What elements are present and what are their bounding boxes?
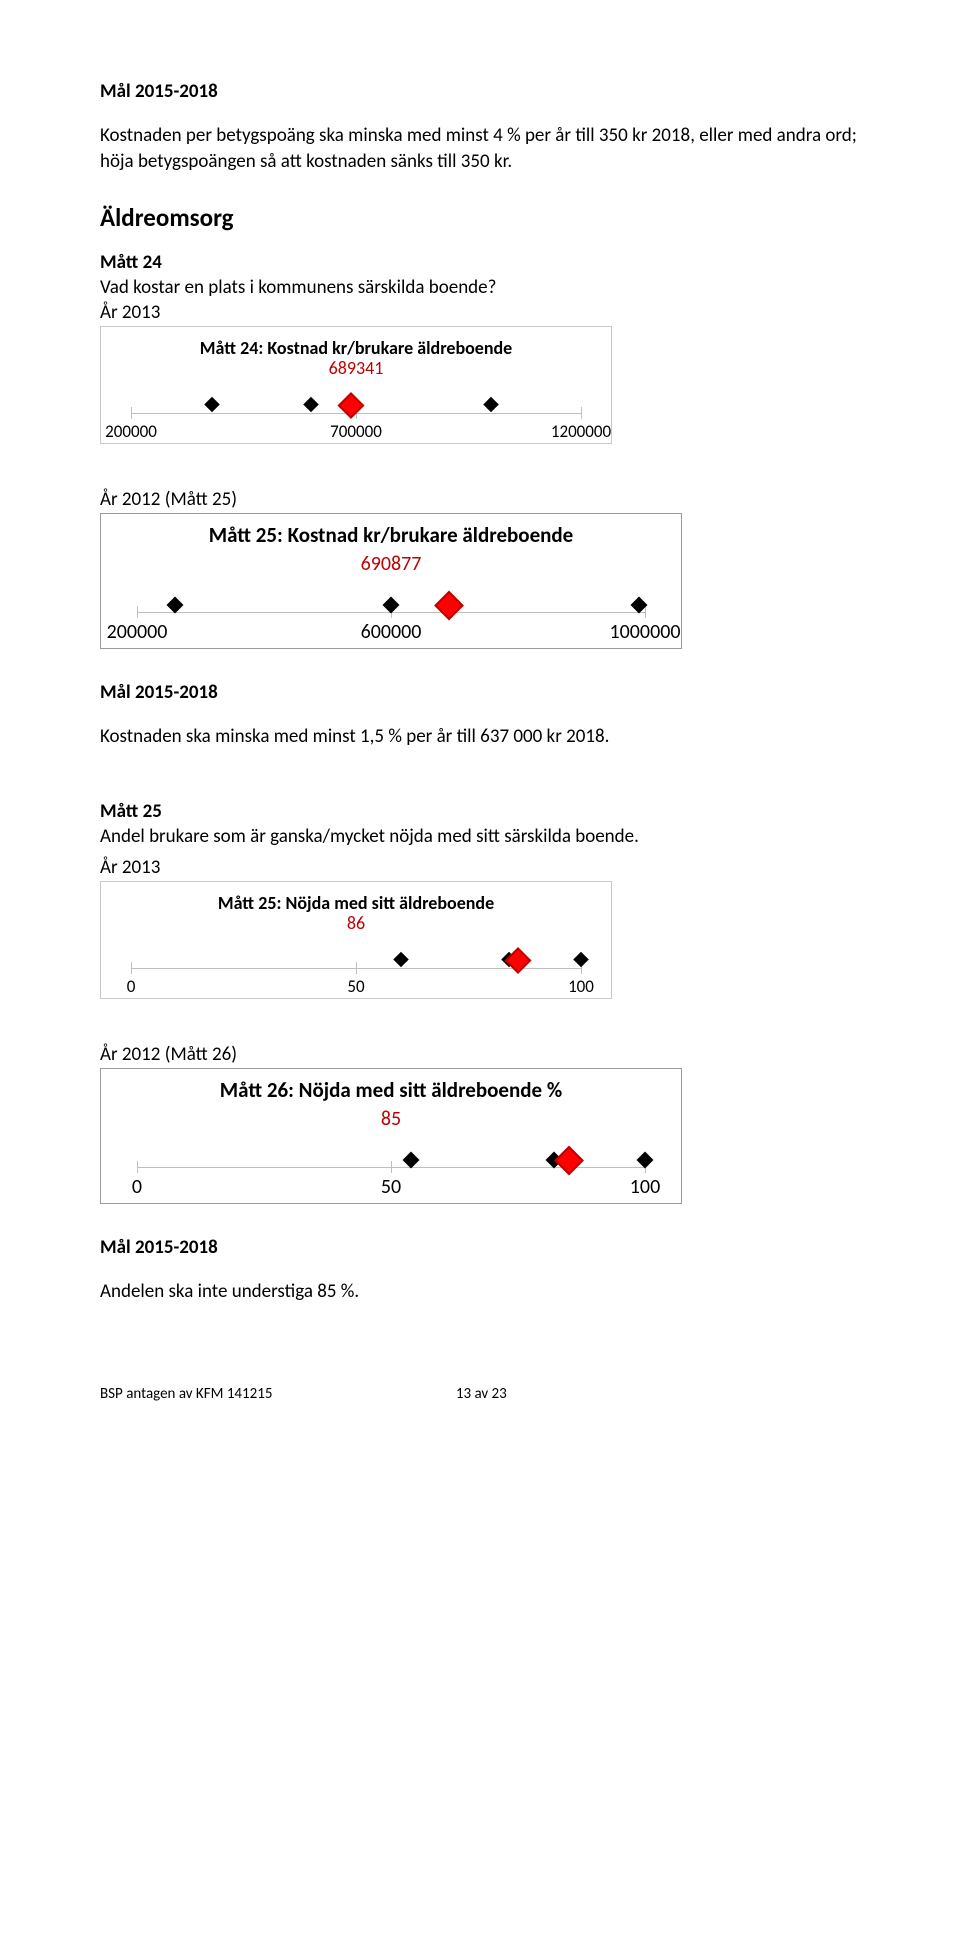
tick-label: 700000	[330, 421, 382, 442]
tick	[137, 1161, 138, 1173]
tick	[131, 407, 132, 419]
chart-title: Mått 26: Nöjda med sitt äldreboende %	[101, 1077, 681, 1103]
tick	[356, 962, 357, 974]
chart-callout: 690877	[101, 552, 681, 576]
tick-label: 50	[381, 1175, 401, 1199]
chart-plot: 050100	[131, 940, 581, 990]
diamond-marker-highlight	[554, 1146, 584, 1176]
measure26prev-heading: År 2012 (Mått 26)	[100, 1043, 860, 1066]
tick-label: 1000000	[610, 620, 681, 644]
measure24-year: År 2013	[100, 301, 860, 324]
measure25-year: År 2013	[100, 856, 860, 879]
chart-plot: 2000006000001000000	[137, 582, 645, 640]
diamond-marker-highlight	[338, 392, 365, 419]
measure24-question: Vad kostar en plats i kommunens särskild…	[100, 276, 860, 299]
chart-title: Mått 25: Nöjda med sitt äldreboende	[101, 892, 611, 914]
footer-left: BSP antagen av KFM 141215	[100, 1385, 272, 1403]
diamond-marker	[483, 397, 499, 413]
goal25-body: Andelen ska inte understiga 85 %.	[100, 1279, 860, 1305]
chart-measure24: Mått 24: Kostnad kr/brukare äldreboende6…	[100, 326, 612, 444]
diamond-marker	[167, 597, 184, 614]
tick-label: 100	[568, 976, 594, 997]
chart-title: Mått 24: Kostnad kr/brukare äldreboende	[101, 337, 611, 359]
diamond-marker	[393, 952, 409, 968]
diamond-marker	[403, 1151, 420, 1168]
goal24-body: Kostnaden ska minska med minst 1,5 % per…	[100, 724, 860, 750]
goal25-heading: Mål 2015-2018	[100, 1236, 860, 1259]
chart-callout: 85	[101, 1107, 681, 1131]
tick	[645, 606, 646, 618]
measure25-heading: Mått 25	[100, 800, 860, 823]
measure24-heading: Mått 24	[100, 251, 860, 274]
diamond-marker	[303, 397, 319, 413]
intro-body: Kostnaden per betygspoäng ska minska med…	[100, 123, 860, 174]
footer-right: 13 av 23	[456, 1385, 507, 1403]
tick	[581, 407, 582, 419]
chart-measure25: Mått 25: Nöjda med sitt äldreboende86050…	[100, 881, 612, 999]
goal-heading-1: Mål 2015-2018	[100, 80, 860, 103]
goal24-heading: Mål 2015-2018	[100, 681, 860, 704]
tick	[137, 606, 138, 618]
diamond-marker	[637, 1151, 654, 1168]
measure25prev-heading: År 2012 (Mått 25)	[100, 488, 860, 511]
tick-label: 200000	[105, 421, 157, 442]
tick-label: 1200000	[551, 421, 611, 442]
diamond-marker	[573, 952, 589, 968]
chart-plot: 2000007000001200000	[131, 385, 581, 435]
chart-plot: 050100	[137, 1137, 645, 1195]
chart-title: Mått 25: Kostnad kr/brukare äldreboende	[101, 522, 681, 548]
chart-callout: 689341	[101, 357, 611, 379]
page-footer: BSP antagen av KFM 141215 13 av 23	[100, 1385, 860, 1403]
tick	[391, 1161, 392, 1173]
tick	[131, 962, 132, 974]
chart-callout: 86	[101, 912, 611, 934]
diamond-marker	[204, 397, 220, 413]
tick-label: 0	[132, 1175, 142, 1199]
chart-measure26-prev: Mått 26: Nöjda med sitt äldreboende % 85 0…	[100, 1068, 682, 1204]
tick-label: 100	[630, 1175, 660, 1199]
tick-label: 200000	[107, 620, 168, 644]
diamond-marker-highlight	[434, 591, 464, 621]
measure25-question: Andel brukare som är ganska/mycket nöjda…	[100, 825, 860, 848]
tick-label: 50	[347, 976, 364, 997]
diamond-marker	[383, 597, 400, 614]
section-heading: Äldreomsorg	[100, 202, 860, 233]
tick-label: 0	[127, 976, 136, 997]
chart-measure25-prev: Mått 25: Kostnad kr/brukare äldreboende 6…	[100, 513, 682, 649]
tick-label: 600000	[361, 620, 422, 644]
